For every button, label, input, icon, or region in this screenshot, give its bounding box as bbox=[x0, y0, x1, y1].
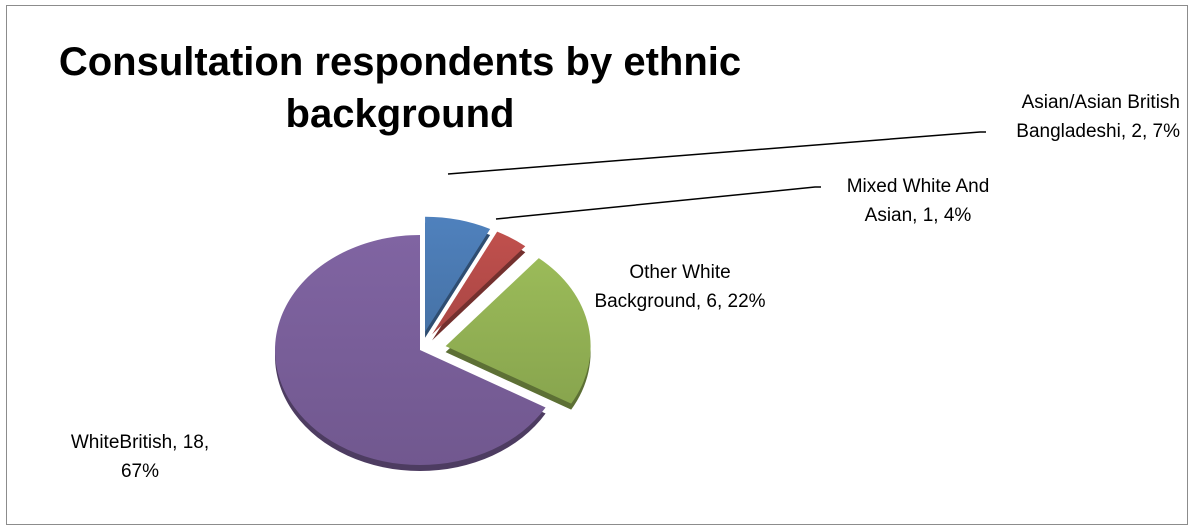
leader-line-asian-asian-british-bangladeshi bbox=[447, 131, 986, 175]
data-label-line: 67% bbox=[121, 461, 159, 482]
data-label-line: WhiteBritish, 18, bbox=[71, 432, 209, 453]
chart-title: Consultation respondents by ethnic backg… bbox=[58, 40, 742, 136]
leader-line-mixed-white-and-asian bbox=[495, 186, 821, 220]
pie-slice-other-white-background bbox=[445, 258, 591, 404]
data-label-line: Asian/Asian British bbox=[1022, 92, 1180, 113]
pie-slice-mixed-white-and-asian bbox=[432, 231, 526, 335]
data-label-asian-asian-british-bangladeshi: Asian/Asian British Bangladeshi, 2, 7% bbox=[1016, 92, 1180, 142]
data-label-whitebritish: WhiteBritish, 18, 67% bbox=[71, 432, 209, 482]
pie-slice-whitebritish bbox=[274, 234, 546, 465]
chart-area bbox=[6, 5, 1188, 525]
data-label-line: Asian, 1, 4% bbox=[865, 205, 972, 226]
data-label-line: Bangladeshi, 2, 7% bbox=[1016, 121, 1180, 142]
data-label-line: Background, 6, 22% bbox=[594, 291, 765, 312]
data-label-other-white-background: Other White Background, 6, 22% bbox=[594, 262, 765, 312]
data-label-mixed-white-and-asian: Mixed White And Asian, 1, 4% bbox=[847, 176, 990, 226]
pie-slice-asian-asian-british-bangladeshi bbox=[425, 216, 491, 332]
data-label-line: Other White bbox=[629, 262, 730, 283]
data-label-line: Mixed White And bbox=[847, 176, 990, 197]
